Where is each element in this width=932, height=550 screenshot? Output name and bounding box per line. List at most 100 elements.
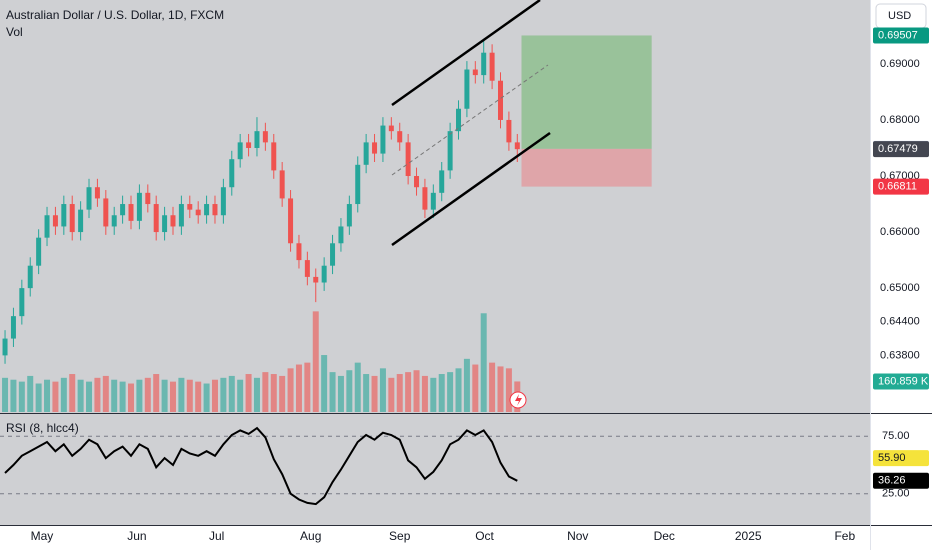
candle-body (170, 215, 176, 227)
volume-bar (161, 379, 168, 412)
candle-body (363, 142, 369, 165)
channel-lower (391, 131, 551, 247)
price-tag-label: 55.90 (878, 452, 906, 464)
y-tick-label: 0.63800 (880, 349, 920, 361)
candle-body (178, 204, 184, 227)
candle-body (120, 204, 126, 216)
volume-bar (363, 374, 370, 412)
volume-bar (52, 381, 59, 412)
candle-body (321, 265, 327, 283)
candle-body (288, 198, 294, 244)
volume-bar (169, 381, 176, 412)
candle-body (439, 170, 445, 193)
volume-bar (10, 379, 17, 412)
volume-bar (178, 377, 185, 412)
volume-bar (354, 362, 361, 412)
volume-bar (128, 383, 135, 412)
candle-body (128, 204, 134, 221)
volume-bar (203, 383, 210, 412)
candle-body (195, 209, 201, 216)
candle-body (271, 142, 277, 171)
candle-body (254, 131, 260, 148)
volume-bar (505, 368, 512, 412)
volume-bar (379, 368, 386, 412)
volume-bar (86, 381, 93, 412)
candle-body (472, 69, 478, 76)
volume-bar (2, 377, 9, 412)
candle-body (2, 338, 8, 356)
candle-body (212, 204, 218, 216)
candle-body (372, 142, 378, 154)
volume-bar (270, 374, 277, 412)
channel-mid (391, 64, 549, 176)
candle-body (103, 198, 109, 227)
candle-body (380, 125, 386, 154)
candle-body (246, 142, 252, 148)
x-tick-label: Dec (654, 529, 675, 543)
candle-body (27, 265, 33, 289)
volume-bar (102, 375, 109, 412)
volume-bar (438, 374, 445, 412)
candle-body (489, 52, 495, 81)
volume-bar (94, 377, 101, 412)
price-tag (873, 373, 929, 390)
candle-body (69, 204, 75, 233)
volume-bar (430, 377, 437, 412)
volume-bar (321, 355, 328, 412)
volume-bar (220, 377, 227, 412)
candle-body (346, 204, 352, 227)
candle-body (52, 215, 58, 227)
candle-body (153, 204, 159, 233)
candle-body (304, 260, 310, 277)
target-zone (521, 35, 652, 149)
rsi-line (4, 426, 518, 506)
price-tag-label: 0.67479 (878, 143, 918, 155)
y-tick-label: 25.00 (882, 488, 910, 500)
chart-title: Australian Dollar / U.S. Dollar, 1D, FXC… (6, 8, 224, 22)
volume-bar (455, 368, 462, 412)
candle-body (430, 192, 436, 210)
stop-zone (521, 148, 652, 187)
volume-bar (388, 377, 395, 412)
candle-body (338, 226, 344, 244)
candle-body (187, 204, 193, 210)
y-tick-label: 0.65000 (880, 282, 920, 294)
volume-bar (405, 372, 412, 412)
candle-body (78, 209, 84, 233)
candle-body (94, 187, 100, 199)
channel-upper (391, 0, 541, 107)
volume-bar (153, 374, 160, 412)
volume-bar (447, 372, 454, 412)
candle-body (10, 316, 16, 339)
volume-bar (312, 311, 319, 412)
volume-bar (211, 379, 218, 412)
volume-bar (287, 368, 294, 412)
volume-bar (421, 375, 428, 412)
volume-bar (304, 362, 311, 412)
candle-body (204, 204, 210, 216)
volume-bar (228, 375, 235, 412)
volume-bar (27, 375, 34, 412)
volume-bar (480, 313, 487, 412)
volume-bar (195, 381, 202, 412)
volume-bar (396, 374, 403, 412)
price-tag (873, 450, 929, 467)
price-tag-label: 0.66811 (878, 181, 917, 193)
candle-body (405, 142, 411, 177)
volume-bar (77, 379, 84, 412)
candle-body (447, 131, 453, 171)
price-tag-label: 36.26 (878, 475, 906, 487)
candle-body (296, 243, 302, 261)
x-tick-label: Sep (389, 529, 411, 543)
candle-body (279, 170, 285, 199)
y-tick-label: 75.00 (882, 430, 910, 442)
volume-label: Vol (6, 25, 23, 39)
candle-body (514, 142, 520, 150)
candle-body (464, 69, 470, 109)
volume-bar (295, 364, 302, 412)
volume-bar (69, 374, 76, 412)
candle-body (397, 131, 403, 143)
volume-bar (253, 377, 260, 412)
volume-bar (413, 370, 420, 412)
